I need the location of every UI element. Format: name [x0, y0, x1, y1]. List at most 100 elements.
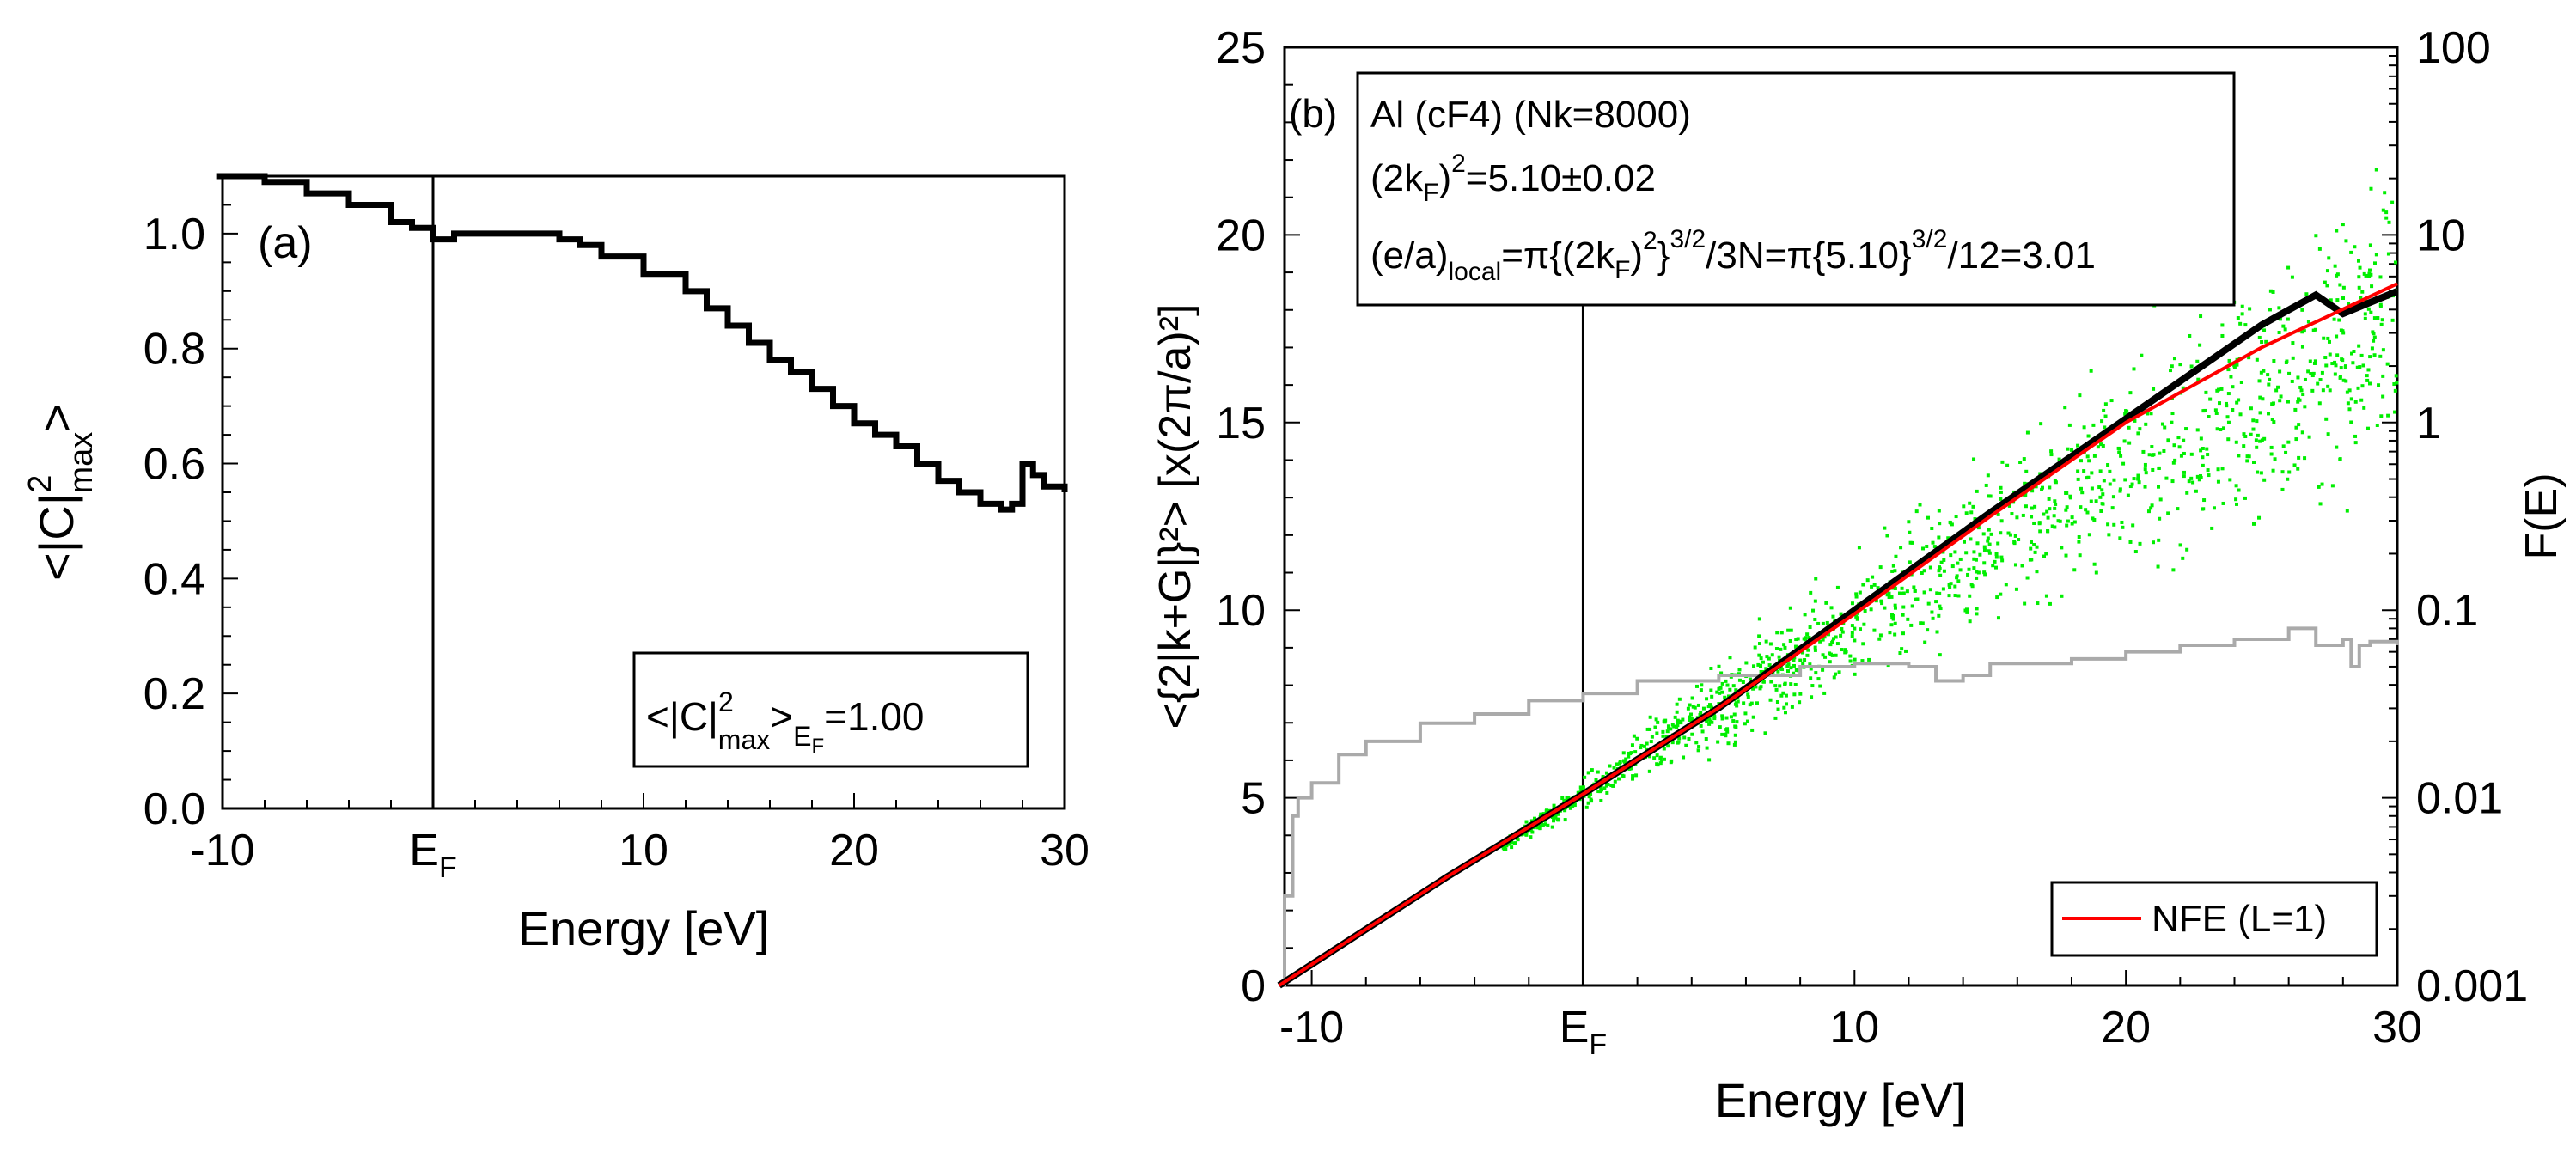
scatter-point	[1878, 565, 1883, 570]
scatter-point	[1821, 621, 1825, 625]
scatter-point	[1705, 746, 1709, 750]
scatter-point	[1999, 519, 2004, 523]
scatter-point	[2004, 583, 2008, 587]
scatter-point	[2033, 550, 2037, 554]
scatter-point	[1823, 655, 1828, 659]
scatter-point	[1655, 731, 1659, 735]
scatter-point	[2172, 443, 2176, 448]
scatter-point	[1732, 742, 1737, 747]
scatter-point	[2237, 398, 2241, 402]
scatter-point	[2339, 328, 2343, 332]
scatter-point	[2128, 485, 2133, 489]
scatter-point	[1999, 555, 2004, 559]
scatter-point	[2365, 374, 2369, 378]
scatter-point	[2176, 436, 2181, 440]
y-tick-label-a: 1.0	[143, 210, 205, 259]
scatter-point	[1894, 554, 1898, 558]
x-axis-label-a: Energy [eV]	[518, 901, 770, 955]
scatter-point	[2196, 377, 2201, 381]
scatter-point	[1765, 655, 1769, 659]
scatter-point	[2318, 502, 2323, 506]
y2-tick-label-b: 1	[2416, 399, 2441, 448]
scatter-point	[2243, 323, 2248, 327]
scatter-point	[1966, 572, 1970, 576]
info-line-2: (2kF)2=5.10±0.02	[1370, 149, 1656, 207]
scatter-point	[2251, 427, 2256, 431]
scatter-point	[1717, 686, 1721, 691]
scatter-point	[1601, 774, 1605, 778]
scatter-point	[2302, 329, 2306, 333]
scatter-point	[2123, 478, 2127, 482]
scatter-point	[1930, 610, 1934, 614]
scatter-point	[2262, 478, 2267, 482]
scatter-point	[2057, 457, 2061, 461]
scatter-point	[2072, 520, 2077, 524]
scatter-point	[1972, 566, 1976, 570]
scatter-point	[2296, 467, 2300, 471]
scatter-point	[2053, 499, 2057, 503]
scatter-point	[1987, 551, 1992, 555]
scatter-point	[1776, 669, 1780, 674]
scatter-point	[1563, 818, 1567, 822]
scatter-point	[1768, 642, 1773, 646]
scatter-point	[2341, 285, 2346, 290]
scatter-point	[2229, 375, 2233, 379]
scatter-point	[1508, 841, 1512, 845]
scatter-point	[1698, 712, 1702, 717]
scatter-point	[1930, 527, 1934, 531]
scatter-point	[1862, 622, 1866, 626]
scatter-point	[1953, 584, 1957, 589]
scatter-point	[1524, 820, 1529, 824]
scatter-point	[1798, 658, 1803, 662]
scatter-point	[1872, 583, 1877, 587]
scatter-point	[1604, 784, 1608, 788]
scatter-point	[1708, 703, 1712, 707]
scatter-point	[1658, 761, 1663, 766]
scatter-point	[2297, 423, 2301, 427]
scatter-point	[2300, 430, 2304, 435]
scatter-point	[1746, 692, 1750, 697]
scatter-point	[1712, 717, 1717, 721]
scatter-point	[1778, 684, 1782, 688]
scatter-point	[1513, 841, 1517, 845]
scatter-point	[1699, 688, 1703, 692]
scatter-point	[2166, 511, 2170, 515]
scatter-point	[2393, 260, 2397, 265]
scatter-point	[1798, 700, 1802, 705]
scatter-point	[1859, 627, 1863, 631]
scatter-point	[1956, 594, 1961, 598]
scatter-point	[1667, 726, 1671, 730]
scatter-point	[2076, 443, 2080, 448]
scatter-point	[2272, 358, 2276, 363]
scatter-point	[1504, 847, 1508, 851]
scatter-point	[2066, 519, 2070, 523]
scatter-point	[2146, 509, 2151, 514]
scatter-point	[2266, 373, 2270, 377]
scatter-point	[1785, 664, 1790, 668]
scatter-point	[1870, 584, 1874, 589]
scatter-point	[2276, 385, 2280, 389]
scatter-point	[1529, 827, 1533, 832]
scatter-point	[2296, 400, 2300, 404]
scatter-point	[1736, 699, 1740, 704]
scatter-point	[1828, 643, 1833, 647]
scatter-point	[1796, 668, 1800, 673]
scatter-point	[2085, 510, 2090, 515]
scatter-point	[1794, 644, 1798, 649]
scatter-point	[1687, 736, 1691, 741]
scatter-point	[2291, 341, 2295, 345]
scatter-point	[2117, 450, 2121, 454]
scatter-point	[2060, 594, 2064, 598]
scatter-point	[1931, 540, 1935, 545]
scatter-point	[2182, 474, 2186, 479]
scatter-point	[1792, 671, 1796, 675]
scatter-point	[1991, 564, 1995, 568]
scatter-point	[2185, 547, 2189, 552]
scatter-point	[2013, 534, 2017, 538]
scatter-point	[2237, 488, 2241, 492]
scatter-point	[2160, 422, 2164, 426]
scatter-point	[1538, 824, 1542, 828]
scatter-point	[2053, 506, 2057, 510]
scatter-point	[1926, 628, 1930, 632]
scatter-point	[1639, 743, 1644, 747]
